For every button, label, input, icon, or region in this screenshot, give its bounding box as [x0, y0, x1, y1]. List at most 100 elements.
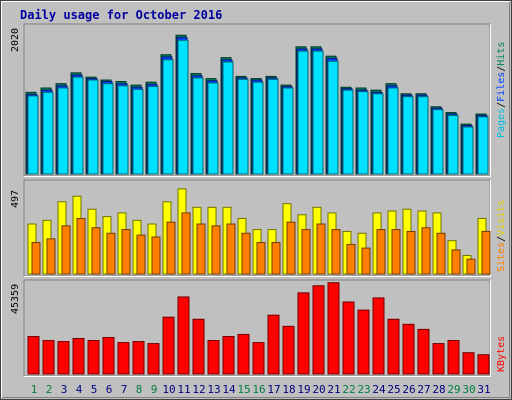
day-label: 21: [327, 383, 340, 396]
day-label: 8: [136, 383, 143, 396]
kbytes-bar: [387, 318, 400, 375]
kbytes-bar: [27, 335, 40, 375]
kbytes-bar: [432, 343, 445, 375]
pages-bar: [297, 50, 309, 175]
kbytes-bar: [147, 343, 160, 375]
day-label: 28: [432, 383, 445, 396]
day-label: 15: [237, 383, 250, 396]
day-label: 24: [372, 383, 386, 396]
sites-bar: [376, 229, 386, 275]
kbytes-bar: [447, 340, 460, 375]
pages-bar: [132, 88, 144, 175]
day-labels: 1 2 3 4 5 6 7 8 9 10 11 12 13 14 15 16 17 18 19 20 21 22 23 24 2…: [31, 383, 491, 396]
kbytes-bar: [102, 336, 115, 375]
day-label: 19: [297, 383, 310, 396]
pages-bar: [87, 79, 99, 175]
day-label: 20: [312, 383, 325, 396]
kbytes-panel-frame: [23, 279, 491, 377]
legend-visits: Visits: [496, 200, 507, 236]
sites-bar: [481, 230, 491, 275]
pages-bar: [282, 87, 294, 175]
kbytes-bar: [117, 342, 130, 375]
day-label: 2: [46, 383, 53, 396]
kbytes-bar: [327, 282, 340, 375]
day-label: 17: [267, 383, 280, 396]
sites-bar: [76, 217, 86, 275]
kbytes-bar: [222, 335, 235, 375]
sites-bar: [226, 223, 236, 275]
pages-bar: [357, 91, 369, 175]
kbytes-bar: [462, 352, 475, 375]
sites-bar: [436, 232, 446, 275]
legend-sites: Sites: [496, 242, 507, 272]
sites-bar: [466, 258, 476, 275]
kbytes-ymax-label: 45359: [10, 284, 21, 314]
pages-bar: [147, 86, 159, 175]
day-label: 1: [31, 383, 38, 396]
pages-bar: [162, 59, 174, 175]
legend-hits: Hits: [496, 42, 507, 66]
legend-sep-2: /: [496, 66, 507, 72]
pages-bar: [177, 39, 189, 175]
pages-bar: [252, 81, 264, 175]
pages-bar: [462, 126, 474, 175]
kbytes-bar: [237, 333, 250, 375]
sites-bar: [211, 225, 221, 275]
sites-bar: [451, 249, 461, 275]
sites-bar: [391, 229, 401, 275]
pages-bar: [267, 78, 279, 175]
legend-sep-3: /: [496, 236, 507, 242]
kbytes-bar: [162, 316, 175, 375]
day-label: 22: [342, 383, 355, 396]
kbytes-bar: [312, 285, 325, 375]
sites-bar: [106, 232, 116, 275]
kbytes-bars: [27, 282, 490, 375]
sites-bar: [91, 227, 101, 275]
legend-sep-1: /: [496, 102, 507, 108]
pages-bar: [192, 77, 204, 175]
pages-bar: [432, 109, 444, 175]
day-label: 3: [61, 383, 68, 396]
pages-bar: [372, 93, 384, 175]
kbytes-bar: [177, 296, 190, 375]
day-label: 12: [192, 383, 205, 396]
day-label: 30: [462, 383, 475, 396]
pages-bar: [27, 95, 39, 175]
sites-bar: [46, 238, 56, 275]
sites-bar: [121, 229, 131, 275]
legend-pages: Pages: [496, 108, 507, 138]
pages-bar: [447, 114, 459, 175]
kbytes-bar: [297, 292, 310, 375]
kbytes-bar: [72, 338, 85, 375]
sites-bar: [361, 247, 371, 275]
kbytes-bar: [372, 297, 385, 375]
day-label: 10: [162, 383, 175, 396]
kbytes-bar: [282, 325, 295, 375]
sites-bar: [61, 225, 71, 275]
pages-bar: [42, 91, 54, 175]
day-label: 16: [252, 383, 265, 396]
sites-bar: [241, 232, 251, 275]
pages-bar: [312, 50, 324, 175]
kbytes-bar: [87, 340, 100, 375]
sites-bar: [301, 229, 311, 275]
kbytes-bar: [402, 323, 415, 375]
day-label: 25: [387, 383, 400, 396]
day-label: 11: [177, 383, 190, 396]
sites-bar: [256, 242, 266, 275]
pages-bar: [327, 60, 339, 175]
day-label: 31: [477, 383, 490, 396]
sites-bar: [136, 234, 146, 275]
kbytes-bar: [132, 341, 145, 375]
pages-bar: [237, 78, 249, 175]
day-label: 13: [207, 383, 220, 396]
sites-bar: [271, 242, 281, 275]
pages-bar: [207, 82, 219, 175]
kbytes-bar: [267, 314, 280, 375]
pages-bar: [222, 61, 234, 175]
sites-bar: [166, 221, 176, 275]
pages-bar: [117, 85, 129, 175]
day-label: 4: [76, 383, 83, 396]
kbytes-bar: [192, 318, 205, 375]
